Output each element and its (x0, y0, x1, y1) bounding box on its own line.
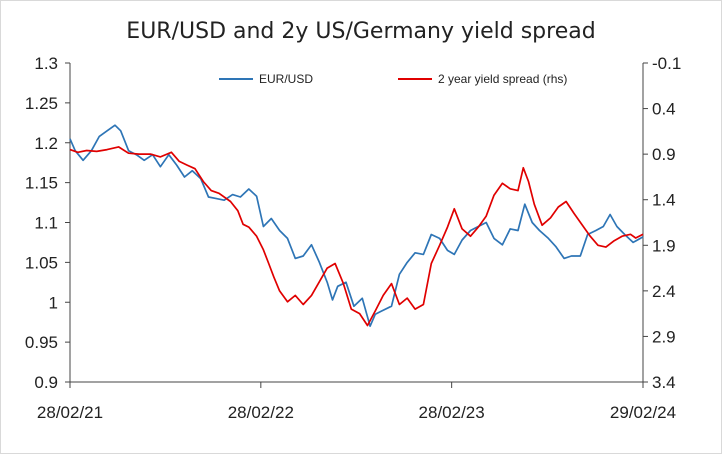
eurusd-line (69, 124, 644, 328)
x-tick-label: 28/02/21 (37, 403, 103, 422)
left-tick-label: 0.95 (25, 333, 58, 352)
series-layer (69, 124, 644, 328)
left-tick-label: 0.9 (34, 373, 58, 392)
right-tick-label: -0.1 (652, 54, 681, 73)
x-tick-label: 28/02/23 (419, 403, 485, 422)
x-axis-ticks: 28/02/21 28/02/22 28/02/23 29/02/24 (37, 382, 676, 422)
right-axis-ticks: -0.1 0.4 0.9 1.4 1.9 2.4 2.9 3.4 (643, 54, 681, 392)
right-tick-label: 0.9 (652, 145, 676, 164)
left-axis-ticks: 1.3 1.25 1.2 1.15 1.1 1.05 1 0.95 0.9 (25, 54, 70, 392)
left-tick-label: 1.2 (34, 134, 58, 153)
right-tick-label: 3.4 (652, 373, 676, 392)
right-tick-label: 1.9 (652, 236, 676, 255)
left-tick-label: 1.15 (25, 174, 58, 193)
legend: EUR/USD 2 year yield spread (rhs) (219, 72, 567, 86)
right-tick-label: 2.4 (652, 282, 676, 301)
chart-title: EUR/USD and 2y US/Germany yield spread (126, 19, 596, 44)
right-tick-label: 1.4 (652, 191, 676, 210)
left-tick-label: 1.3 (34, 54, 58, 73)
right-tick-label: 2.9 (652, 327, 676, 346)
left-tick-label: 1.05 (25, 253, 58, 272)
right-tick-label: 0.4 (652, 100, 676, 119)
left-tick-label: 1 (49, 293, 58, 312)
yield-spread-line (69, 146, 644, 327)
left-tick-label: 1.25 (25, 94, 58, 113)
x-tick-label: 28/02/22 (228, 403, 294, 422)
legend-label: 2 year yield spread (rhs) (438, 72, 567, 86)
axes-group (69, 63, 644, 383)
left-tick-label: 1.1 (34, 214, 58, 233)
x-tick-label: 29/02/24 (610, 403, 676, 422)
legend-label: EUR/USD (259, 72, 313, 86)
